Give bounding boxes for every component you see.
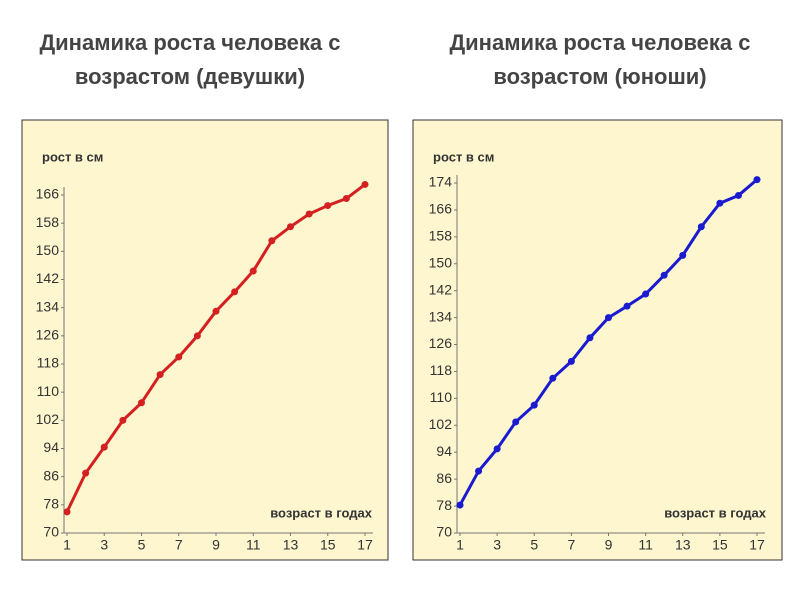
x-tick-label: 7 (567, 537, 575, 553)
y-tick-label: 78 (436, 497, 452, 513)
y-tick-label: 158 (36, 214, 60, 230)
chart-title: Динамика роста человека с возрастом (дев… (39, 30, 341, 89)
y-tick-label: 102 (429, 416, 453, 432)
x-axis-label: возраст в годах (664, 505, 767, 520)
y-tick-label: 110 (430, 389, 453, 405)
point (642, 290, 650, 298)
y-tick-label: 126 (429, 335, 453, 351)
point (82, 469, 90, 477)
point (231, 288, 239, 296)
point (605, 314, 612, 322)
point (63, 508, 71, 516)
x-tick-label: 7 (175, 537, 183, 553)
point (697, 223, 705, 231)
point (212, 307, 220, 315)
y-tick-label: 166 (429, 201, 453, 217)
point (512, 418, 520, 426)
panel (412, 119, 783, 561)
x-tick-label: 11 (638, 537, 653, 553)
y-tick-label: 118 (37, 355, 60, 371)
x-tick-label: 13 (675, 537, 691, 553)
y-tick-label: 70 (436, 524, 452, 540)
x-axis-label: возраст в годах (270, 505, 373, 520)
point (305, 210, 313, 218)
point (100, 443, 108, 451)
y-tick-label: 86 (436, 470, 452, 486)
point (586, 334, 594, 342)
y-tick-label: 158 (429, 228, 453, 244)
point (138, 399, 145, 407)
point (287, 223, 294, 231)
y-tick-label: 150 (36, 242, 60, 258)
y-tick-label: 94 (436, 443, 452, 459)
x-tick-label: 1 (63, 537, 71, 553)
x-tick-label: 17 (749, 537, 765, 553)
point (324, 202, 332, 210)
y-axis-label: рост в см (433, 149, 494, 164)
y-tick-label: 118 (430, 362, 453, 378)
point (193, 332, 201, 340)
x-tick-label: 1 (456, 537, 464, 553)
x-tick-label: 11 (246, 537, 261, 553)
x-tick-label: 9 (212, 537, 220, 553)
point (475, 467, 483, 475)
chart-title: Динамика роста человека с возрастом (юно… (449, 30, 751, 89)
y-tick-label: 150 (429, 254, 453, 270)
y-tick-label: 174 (429, 174, 453, 190)
x-tick-label: 9 (605, 537, 613, 553)
y-tick-label: 166 (36, 186, 60, 202)
x-tick-label: 13 (283, 537, 299, 553)
y-tick-label: 134 (36, 298, 60, 314)
x-tick-label: 3 (493, 537, 501, 553)
x-tick-label: 15 (712, 537, 728, 553)
point (119, 416, 127, 424)
point (493, 445, 501, 453)
point (456, 501, 464, 509)
point (753, 176, 761, 184)
point (623, 302, 631, 310)
y-tick-label: 134 (429, 308, 453, 324)
point (567, 357, 575, 365)
point (734, 191, 742, 199)
y-axis-label: рост в см (42, 149, 103, 164)
panel (21, 119, 389, 561)
y-tick-label: 102 (36, 411, 60, 427)
y-tick-label: 142 (429, 281, 453, 297)
point (268, 237, 276, 245)
x-tick-label: 15 (320, 537, 336, 553)
point (549, 374, 557, 382)
point (361, 180, 369, 188)
y-tick-label: 78 (43, 496, 59, 512)
point (530, 401, 538, 409)
y-tick-label: 126 (36, 327, 60, 343)
y-tick-label: 70 (43, 524, 59, 540)
point (156, 371, 164, 379)
x-tick-label: 3 (100, 537, 108, 553)
y-tick-label: 94 (43, 439, 59, 455)
x-tick-label: 5 (138, 537, 146, 553)
y-tick-label: 86 (43, 467, 59, 483)
y-tick-label: 142 (36, 270, 60, 286)
x-tick-label: 17 (357, 537, 373, 553)
point (342, 195, 350, 203)
y-tick-label: 110 (37, 383, 60, 399)
point (716, 199, 724, 207)
point (175, 353, 183, 361)
point (249, 267, 257, 275)
x-tick-label: 5 (530, 537, 538, 553)
point (679, 251, 687, 259)
point (660, 271, 668, 279)
